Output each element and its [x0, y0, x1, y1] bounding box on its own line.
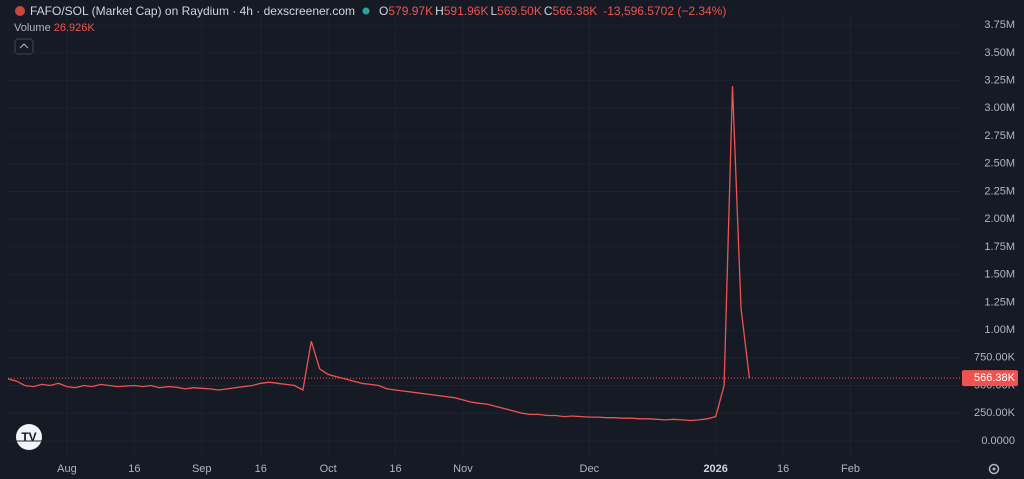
flag-icon: [15, 6, 25, 16]
ohlc-value: 579.97K: [388, 4, 434, 18]
y-tick-label: 2.50M: [984, 158, 1015, 170]
x-tick-label: 2026: [703, 463, 727, 475]
svg-text:TV: TV: [21, 430, 36, 444]
y-tick-label: 2.00M: [984, 213, 1015, 225]
y-tick-label: 1.00M: [984, 324, 1015, 336]
y-tick-label: 2.25M: [984, 185, 1015, 197]
y-tick-label: 1.50M: [984, 269, 1015, 281]
ohlc-value: 566.38K: [552, 4, 598, 18]
x-tick-label: Dec: [580, 463, 600, 475]
y-tick-label: 1.75M: [984, 241, 1015, 253]
x-tick-label: Sep: [192, 463, 212, 475]
last-price-box: [962, 370, 1018, 387]
y-tick-label: 1.25M: [984, 296, 1015, 308]
last-price-label: 566.38K: [974, 372, 1016, 384]
ohlc: O 579.97K H 591.96K L 569.50K C 566.38K: [379, 4, 599, 18]
x-tick-label: Feb: [841, 463, 860, 475]
ohlc-value: 591.96K: [443, 4, 489, 18]
tv-logo[interactable]: TV: [16, 424, 42, 450]
x-tick-label: 16: [128, 463, 140, 475]
x-tick-label: Nov: [453, 463, 473, 475]
y-tick-label: 2.75M: [984, 130, 1015, 142]
y-tick-label: 3.00M: [984, 102, 1015, 114]
y-tick-label: 750.00K: [974, 352, 1016, 364]
collapse-icon: [19, 43, 29, 49]
volume-value: 26.926K: [53, 22, 95, 34]
status-dot: [362, 7, 370, 15]
x-tick-label: Aug: [57, 463, 77, 475]
y-tick-label: 3.25M: [984, 74, 1015, 86]
ohlc-key: O: [379, 4, 389, 18]
x-tick-label: 16: [389, 463, 401, 475]
volume-legend: Volume 26.926K: [14, 22, 95, 34]
x-tick-label: 16: [255, 463, 267, 475]
ohlc-value: 569.50K: [497, 4, 542, 18]
ohlc-key: H: [435, 4, 444, 18]
ohlc-key: L: [490, 4, 498, 18]
x-tick-label: 16: [777, 463, 789, 475]
x-tick-label: Oct: [320, 463, 337, 475]
y-tick-label: 250.00K: [974, 407, 1016, 419]
header: FAFO/SOL (Market Cap) on Raydium · 4h · …: [30, 4, 728, 18]
y-tick-label: 3.50M: [984, 47, 1015, 59]
collapse-button[interactable]: [14, 38, 34, 55]
y-tick-label: 0.0000: [981, 435, 1015, 447]
volume-label: Volume: [14, 22, 51, 34]
y-tick-label: 3.75M: [984, 19, 1015, 31]
price-line: [7, 86, 751, 422]
title: FAFO/SOL (Market Cap) on Raydium · 4h · …: [30, 4, 356, 18]
ohlc-key: C: [543, 4, 553, 18]
settings-icon[interactable]: [988, 463, 1000, 475]
change: -13,596.5702 (−2.34%): [603, 4, 727, 18]
